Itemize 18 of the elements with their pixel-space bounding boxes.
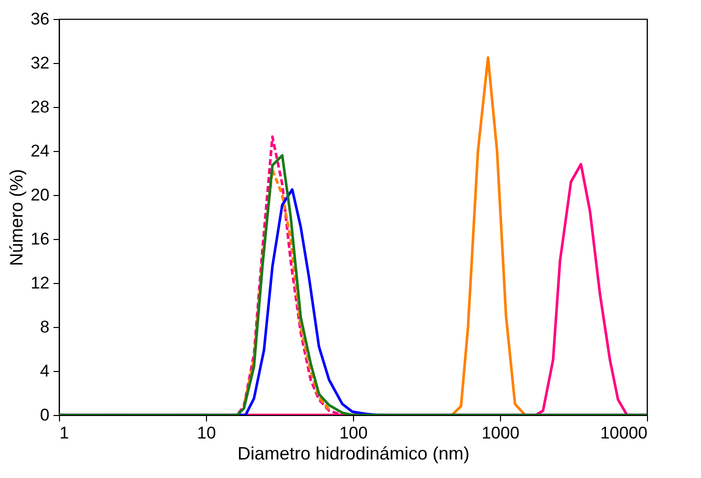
y-tick-label: 16 [30, 230, 50, 248]
y-tick-label: 8 [40, 318, 50, 336]
x-tick-label: 100 [339, 424, 368, 442]
y-tick-label: 12 [30, 274, 50, 292]
y-tick-label: 20 [30, 186, 50, 204]
x-tick-label: 10000 [600, 424, 648, 442]
y-axis-title: Número (%) [6, 168, 27, 266]
y-tick-label: 4 [40, 362, 50, 380]
y-tick-label: 36 [30, 10, 50, 28]
y-tick-label: 28 [30, 98, 50, 116]
y-tick-label: 32 [30, 54, 50, 72]
x-tick-label: 1000 [482, 424, 520, 442]
x-tick-label: 1 [60, 424, 69, 442]
y-tick-label: 24 [30, 142, 50, 160]
line-series [242, 168, 330, 411]
x-axis-title: Diametro hidrodinámico (nm) [237, 444, 470, 464]
x-tick-label: 10 [197, 424, 216, 442]
y-tick-label: 0 [40, 406, 50, 424]
